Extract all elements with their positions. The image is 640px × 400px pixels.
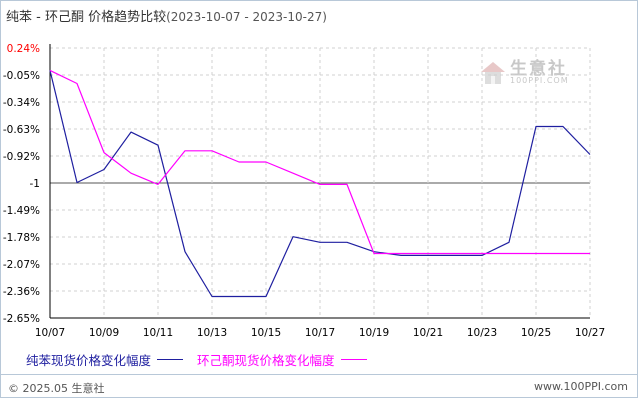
legend-label-cyclohexanone: 环己酮现货价格变化幅度 [197,352,335,368]
x-tick-label: 10/27 [575,327,605,339]
watermark-url: 100PPI.COM [510,76,569,85]
legend-label-benzene: 纯苯现货价格变化幅度 [26,352,152,368]
series-line-cyclohexanone [49,69,590,255]
watermark-text: 生意社 [510,59,567,79]
x-tick-label: 10/23 [467,327,497,339]
grid-layer [50,47,591,319]
tick-label-layer: 0.24% -0.05% -0.34% -0.63% -0.92% -1 -1.49% -1.… [3,43,605,339]
axis-layer [49,44,590,319]
y-tick-label: -0.92% [3,151,40,163]
y-tick-label: -1 [30,178,40,190]
y-tick-label: -2.36% [3,286,40,298]
x-tick-label: 10/09 [89,327,119,339]
y-tick-label: -1.49% [3,205,40,217]
y-tick-label: 0.24% [7,43,40,55]
x-tick-label: 10/07 [35,327,65,339]
y-tick-label: -1.78% [3,232,40,244]
x-tick-label: 10/17 [305,327,335,339]
footer: © 2025.05 生意社 www.100PPI.com [0,374,638,398]
y-tick-label: -2.65% [3,313,40,325]
y-tick-label: -2.07% [3,259,40,271]
x-tick-label: 10/13 [197,327,227,339]
y-tick-label: -0.63% [3,124,40,136]
legend-swatch-cyclohexanone [340,358,367,360]
x-tick-label: 10/15 [251,327,281,339]
legend-swatch-benzene [157,358,184,360]
legend-item-benzene: 纯苯现货价格变化幅度 [26,350,184,369]
chart-title-main: 纯苯 - 环己酮 价格趋势比较 [6,10,167,25]
x-tick-label: 10/25 [521,327,551,339]
y-tick-label: -0.34% [3,97,40,109]
footer-copyright: © 2025.05 生意社 [8,382,105,395]
y-tick-label: -0.05% [3,70,40,82]
chart-title-range: (2023-10-07 - 2023-10-27) [166,10,327,24]
x-tick-label: 10/19 [359,327,389,339]
footer-website-link[interactable]: www.100PPI.com [534,380,628,393]
series-line-benzene [49,70,591,298]
series-layer [49,69,591,298]
chart-title: 纯苯 - 环己酮 价格趋势比较(2023-10-07 - 2023-10-27) [6,6,327,25]
legend: 纯苯现货价格变化幅度 环己酮现货价格变化幅度 [26,350,381,368]
x-tick-label: 10/11 [143,327,173,339]
legend-item-cyclohexanone: 环己酮现货价格变化幅度 [197,350,367,369]
x-tick-label: 10/21 [413,327,443,339]
